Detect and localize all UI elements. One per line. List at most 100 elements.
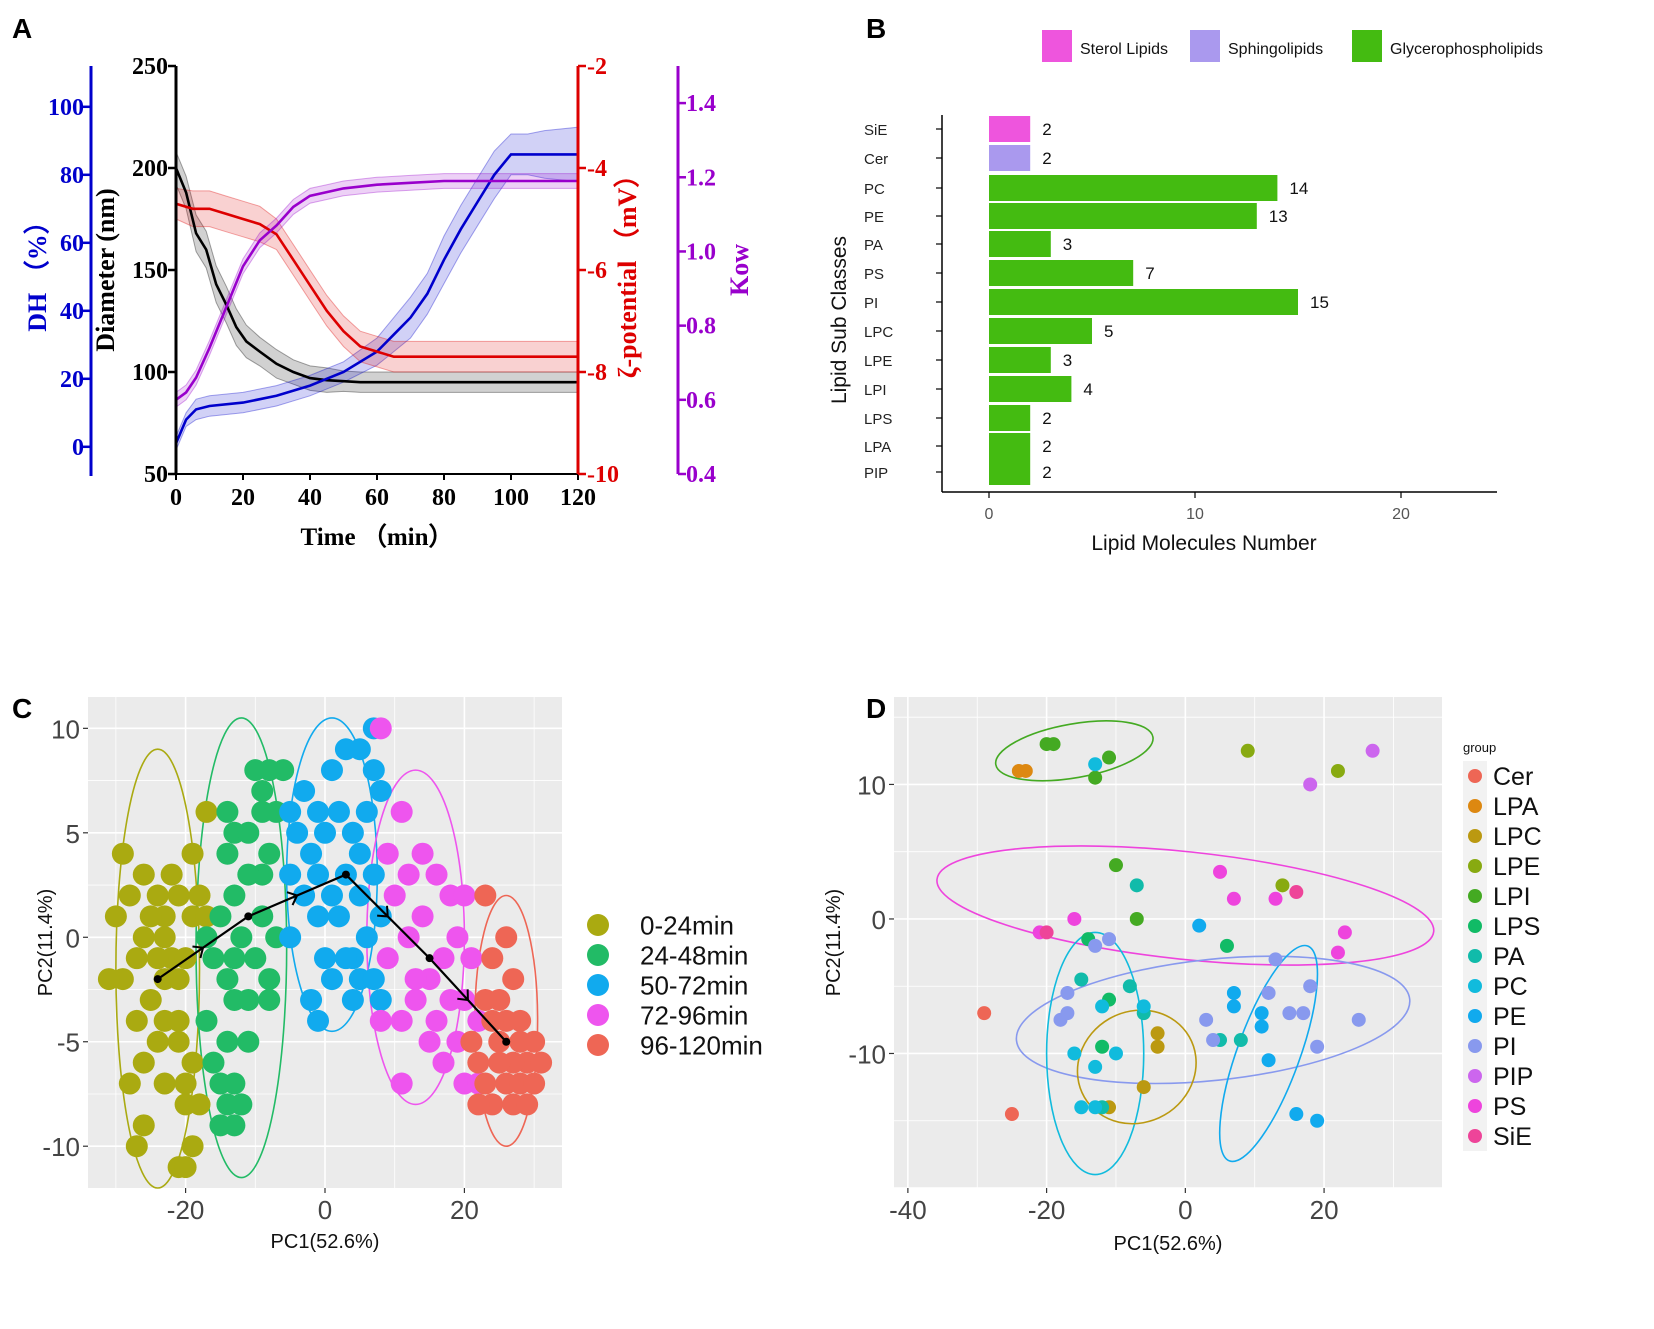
axis-tick-label-kow: 0.6	[686, 388, 716, 414]
category-label: PC	[864, 181, 885, 198]
legend-label-pi: PI	[1493, 1033, 1517, 1061]
point-24-48min	[258, 988, 281, 1011]
point-pa	[1129, 878, 1144, 893]
point-0-24min	[174, 1156, 197, 1179]
legend-label-pc: PC	[1493, 973, 1528, 1001]
point-72-96min	[404, 968, 427, 991]
point-24-48min	[209, 1072, 232, 1095]
point-24-48min	[230, 926, 253, 949]
bar-value-label: 4	[1083, 380, 1092, 399]
legend-marker-lpc	[1468, 829, 1482, 843]
point-pi	[1088, 938, 1103, 953]
point-96-120min	[488, 1051, 511, 1074]
point-pa	[1074, 972, 1089, 987]
legend-marker-lpa	[1468, 799, 1482, 813]
y-axis-title: PC2(11.4%)	[823, 889, 845, 996]
point-24-48min	[223, 1114, 246, 1137]
point-24-48min	[258, 842, 281, 865]
point-pc	[1108, 1046, 1123, 1061]
axis-tick-label-diameter: 150	[132, 258, 168, 284]
x-tick-label: 120	[560, 485, 596, 511]
point-96-120min	[481, 947, 504, 970]
point-0-24min	[181, 1051, 204, 1074]
legend-marker-pip	[1468, 1069, 1482, 1083]
point-72-96min	[390, 800, 413, 823]
axis-tick-label-diameter: 200	[132, 156, 168, 182]
point-24-48min	[195, 1009, 218, 1032]
axis-tick-label-dh: 40	[60, 299, 84, 325]
x-tick-label: 60	[365, 485, 389, 511]
point-pi	[1310, 1039, 1325, 1054]
trajectory-node	[244, 912, 253, 921]
point-0-24min	[132, 1051, 155, 1074]
series-line-kow	[175, 179, 578, 401]
point-pc	[1095, 999, 1110, 1014]
point-72-96min	[460, 947, 483, 970]
legend-marker-0-24min	[587, 914, 609, 936]
point-96-120min	[474, 884, 497, 907]
series-line-dh	[174, 153, 578, 444]
point-lpi	[1088, 770, 1103, 785]
point-72-96min	[390, 1009, 413, 1032]
x-tick-label: -40	[889, 1195, 927, 1225]
trajectory-node	[425, 954, 434, 963]
point-72-96min	[397, 863, 420, 886]
legend-label-sie: SiE	[1493, 1123, 1532, 1151]
point-0-24min	[167, 1009, 190, 1032]
legend-label-lps: LPS	[1493, 913, 1540, 941]
y-axis-title: PC2(11.4%)	[35, 889, 57, 996]
confidence-ellipse-lpc	[1076, 1009, 1197, 1125]
point-0-24min	[195, 800, 218, 823]
point-50-72min	[293, 780, 316, 803]
axis-tick-label-zeta: -2	[587, 54, 607, 80]
point-24-48min	[244, 759, 267, 782]
x-tick-label: 20	[1392, 506, 1410, 523]
category-label: PIP	[864, 465, 888, 482]
trajectory-arrow	[192, 945, 205, 959]
x-axis-title: Time （min）	[300, 522, 453, 551]
point-lpc	[1150, 1039, 1165, 1054]
y-tick-label: -10	[848, 1039, 886, 1069]
legend-swatch-sterol-lipids	[1042, 30, 1072, 62]
point-pe	[1192, 918, 1207, 933]
category-label: LPA	[864, 439, 891, 456]
point-0-24min	[118, 884, 141, 907]
point-pe	[1310, 1113, 1325, 1128]
point-50-72min	[362, 759, 385, 782]
point-72-96min	[376, 947, 399, 970]
legend-marker-72-96min	[587, 1004, 609, 1026]
point-72-96min	[418, 1030, 441, 1053]
legend-swatch-glycerophospholipids	[1352, 30, 1382, 62]
legend-label-cer: Cer	[1493, 763, 1533, 791]
point-50-72min	[327, 905, 350, 928]
confidence-ellipse-ps	[936, 845, 1435, 966]
point-72-96min	[453, 884, 476, 907]
point-pi	[1303, 979, 1318, 994]
point-96-120min	[523, 1072, 546, 1095]
legend-marker-96-120min	[587, 1034, 609, 1056]
x-axis-title: PC1(52.6%)	[271, 1231, 380, 1253]
legend-label-50-72min: 50-72min	[640, 970, 748, 1000]
x-tick-label: 20	[1310, 1195, 1339, 1225]
legend-marker-lpe	[1468, 859, 1482, 873]
point-0-24min	[146, 1030, 169, 1053]
legend-label-lpi: LPI	[1493, 883, 1531, 911]
legend-marker-ps	[1468, 1099, 1482, 1113]
point-pc	[1088, 757, 1103, 772]
point-24-48min	[209, 905, 232, 928]
point-24-48min	[237, 821, 260, 844]
point-96-120min	[495, 926, 518, 949]
point-50-72min	[334, 947, 357, 970]
y-tick-label: 5	[66, 819, 80, 849]
point-50-72min	[362, 968, 385, 991]
legend-label-sphingolipids: Sphingolipids	[1228, 41, 1323, 58]
point-50-72min	[307, 1009, 330, 1032]
point-pi	[1199, 1012, 1214, 1027]
legend-label-24-48min: 24-48min	[640, 940, 748, 970]
point-pi	[1060, 1006, 1075, 1021]
point-72-96min	[376, 842, 399, 865]
point-pe	[1261, 1053, 1276, 1068]
point-pe	[1226, 985, 1241, 1000]
legend-title: group	[1463, 740, 1496, 755]
category-label: LPC	[864, 324, 893, 341]
